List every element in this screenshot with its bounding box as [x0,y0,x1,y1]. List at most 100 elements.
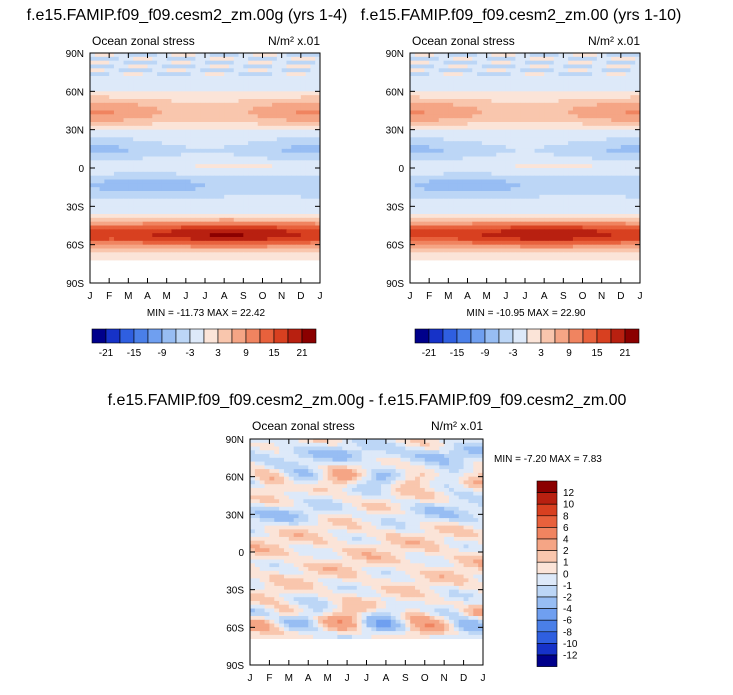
heatmap-cell [296,233,302,238]
heatmap-cell [568,221,574,226]
heatmap-cell [272,248,278,253]
heatmap-cell [228,187,235,192]
heatmap-cell [310,214,316,219]
heatmap-cell [481,118,488,123]
heatmap-cell [596,99,603,104]
heatmap-cell [438,145,444,150]
heatmap-cell [601,53,607,58]
heatmap-cell [128,95,134,100]
heatmap-cell [558,68,564,73]
heatmap-cell [238,191,244,196]
heatmap-cell [414,237,420,242]
heatmap-cell [281,164,287,169]
heatmap-cell [176,87,182,92]
heatmap-cell [582,160,588,165]
heatmap-cell [592,171,598,177]
heatmap-cell [137,156,144,161]
heatmap-cell [438,164,444,169]
heatmap-cell [539,76,545,81]
heatmap-cell [152,225,158,230]
heatmap-cell [238,76,244,81]
heatmap-cell [181,87,187,92]
heatmap-cell [481,210,488,215]
heatmap-cell [635,225,641,230]
heatmap-cell [296,79,302,85]
heatmap-cell [419,122,425,127]
heatmap-cell [161,110,168,115]
heatmap-cell [419,206,425,211]
heatmap-cell [457,148,464,154]
heatmap-cell [300,60,307,65]
heatmap-cell [171,168,177,173]
heatmap-cell [272,148,278,154]
heatmap-cell [147,102,153,108]
heatmap-cell [219,114,225,119]
heatmap-cell [205,60,211,65]
heatmap-cell [548,72,555,77]
heatmap-cell [176,64,182,69]
heatmap-cell [276,122,283,127]
heatmap-cell [272,91,278,96]
heatmap-cell [501,125,507,131]
heatmap-cell [625,76,631,81]
heatmap-cell [433,118,440,123]
heatmap-cell [616,183,622,188]
heatmap-cell [525,125,531,131]
heatmap-cell [157,217,163,223]
heatmap-cell [616,83,622,88]
heatmap-cell [291,148,297,154]
heatmap-cell [291,129,297,134]
heatmap-cell [429,137,435,142]
heatmap-cell [300,233,307,238]
heatmap-cell [224,221,230,226]
heatmap-cell [291,118,297,123]
heatmap-cell [515,64,521,69]
heatmap-cell [467,87,473,92]
heatmap-cell [457,229,464,234]
heatmap-cell [286,175,292,180]
heatmap-cell [620,210,627,215]
heatmap-cell [238,91,244,96]
heatmap-cell [113,72,120,77]
heatmap-cell [486,60,492,65]
heatmap-cell [424,83,430,88]
heatmap-cell [176,137,182,142]
heatmap-cell [248,156,254,161]
heatmap-cell [424,225,430,230]
heatmap-cell [118,171,124,177]
heatmap-cell [525,95,531,100]
heatmap-cell [90,133,96,138]
heatmap-cell [257,129,263,134]
heatmap-cell [161,87,168,92]
heatmap-cell [548,171,555,177]
heatmap-cell [94,191,100,196]
heatmap-cell [224,129,230,134]
heatmap-cell [181,137,187,142]
heatmap-cell [291,229,297,234]
heatmap-cell [176,156,182,161]
heatmap-cell [501,114,507,119]
heatmap-cell [486,141,492,146]
heatmap-cell [424,129,430,134]
heatmap-cell [544,168,550,173]
heatmap-cell [457,198,464,203]
heatmap-cell [272,133,278,138]
heatmap-cell [315,240,321,246]
heatmap-cell [118,160,124,165]
heatmap-cell [505,206,512,211]
heatmap-cell [620,171,627,177]
heatmap-cell [300,64,307,69]
heatmap-cell [185,72,192,77]
heatmap-cell [438,194,444,200]
heatmap-cell [296,229,302,234]
heatmap-cell [142,244,148,249]
heatmap-cell [448,141,454,146]
heatmap-cell [424,68,430,73]
heatmap-cell [296,64,302,69]
heatmap-cell [118,68,124,73]
heatmap-cell [410,133,416,138]
heatmap-cell [553,237,559,242]
heatmap-cell [315,179,321,184]
heatmap-cell [200,210,206,215]
heatmap-cell [635,129,641,134]
